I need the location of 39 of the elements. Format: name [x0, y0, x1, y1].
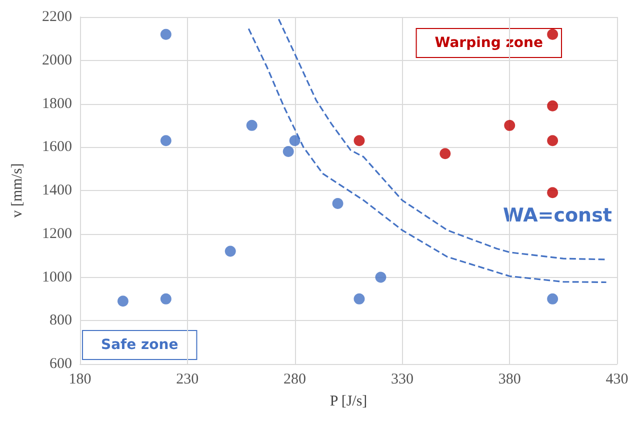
x-tick-label: 180	[68, 372, 92, 388]
x-tick-label: 280	[284, 372, 306, 388]
x-axis-title: P [J/s]	[330, 394, 368, 410]
y-tick-label: 800	[50, 312, 72, 329]
point	[160, 135, 172, 146]
point	[246, 120, 258, 131]
y-tick-label: 1200	[42, 226, 72, 242]
annotation: Warping zone	[434, 35, 544, 51]
y-tick-label: 2200	[42, 9, 72, 25]
x-tick-label: 430	[606, 372, 628, 388]
point	[354, 135, 365, 146]
point	[160, 293, 172, 304]
x-tick-label: 380	[498, 372, 521, 388]
point	[160, 28, 172, 40]
annotation: Safe zone	[101, 337, 178, 353]
y-tick-label: 1400	[42, 182, 72, 198]
point	[547, 135, 558, 146]
point	[504, 120, 516, 131]
point	[375, 272, 386, 283]
point	[282, 146, 294, 157]
point	[547, 187, 558, 198]
point	[547, 100, 558, 112]
y-tick-label: 1000	[42, 269, 72, 286]
x-tick-label: 230	[176, 372, 199, 388]
point	[289, 135, 300, 146]
point	[547, 293, 558, 304]
y-axis-title: v [mm/s]	[10, 163, 26, 218]
point	[547, 28, 558, 40]
point	[332, 198, 344, 210]
x-tick-label: 330	[390, 372, 414, 388]
point	[440, 148, 451, 160]
y-tick-label: 2000	[42, 52, 72, 68]
point	[354, 293, 365, 304]
point	[224, 246, 236, 257]
point	[117, 296, 128, 307]
y-tick-label: 1600	[42, 139, 72, 156]
annotation: WA=const	[503, 204, 612, 226]
y-tick-label: 600	[50, 356, 72, 372]
y-tick-label: 1800	[42, 96, 72, 112]
